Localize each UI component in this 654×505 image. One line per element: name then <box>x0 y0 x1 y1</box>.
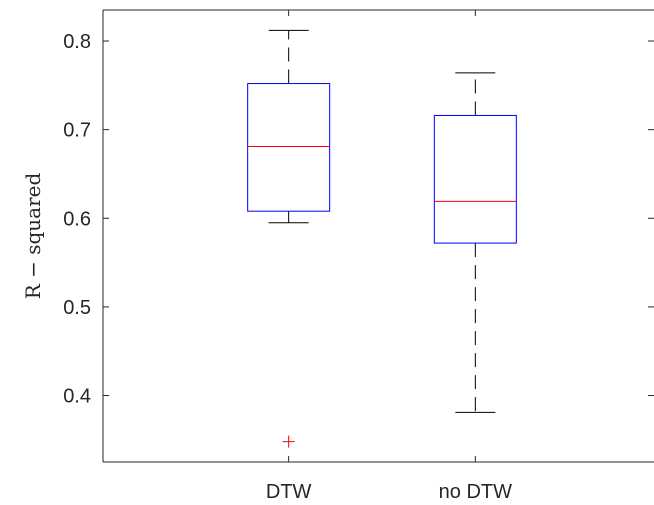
plot-area <box>103 10 654 462</box>
box-iqr <box>247 83 331 212</box>
y-tick-label: 0.6 <box>63 208 91 230</box>
outlier-marker <box>282 435 295 448</box>
x-tick-label: no DTW <box>439 481 512 503</box>
y-tick-label: 0.8 <box>63 31 91 53</box>
plot-layer <box>247 29 517 448</box>
y-tick-label: 0.5 <box>63 297 91 319</box>
x-tick-label: DTW <box>266 481 312 503</box>
y-axis-label: R − squared <box>21 173 45 300</box>
axis-layer: 0.4 0.5 0.6 0.7 0.8 DTW no DTW <box>63 9 654 503</box>
box-iqr <box>433 114 517 244</box>
y-tick-label: 0.7 <box>63 120 91 142</box>
y-tick-label: 0.4 <box>63 386 91 408</box>
